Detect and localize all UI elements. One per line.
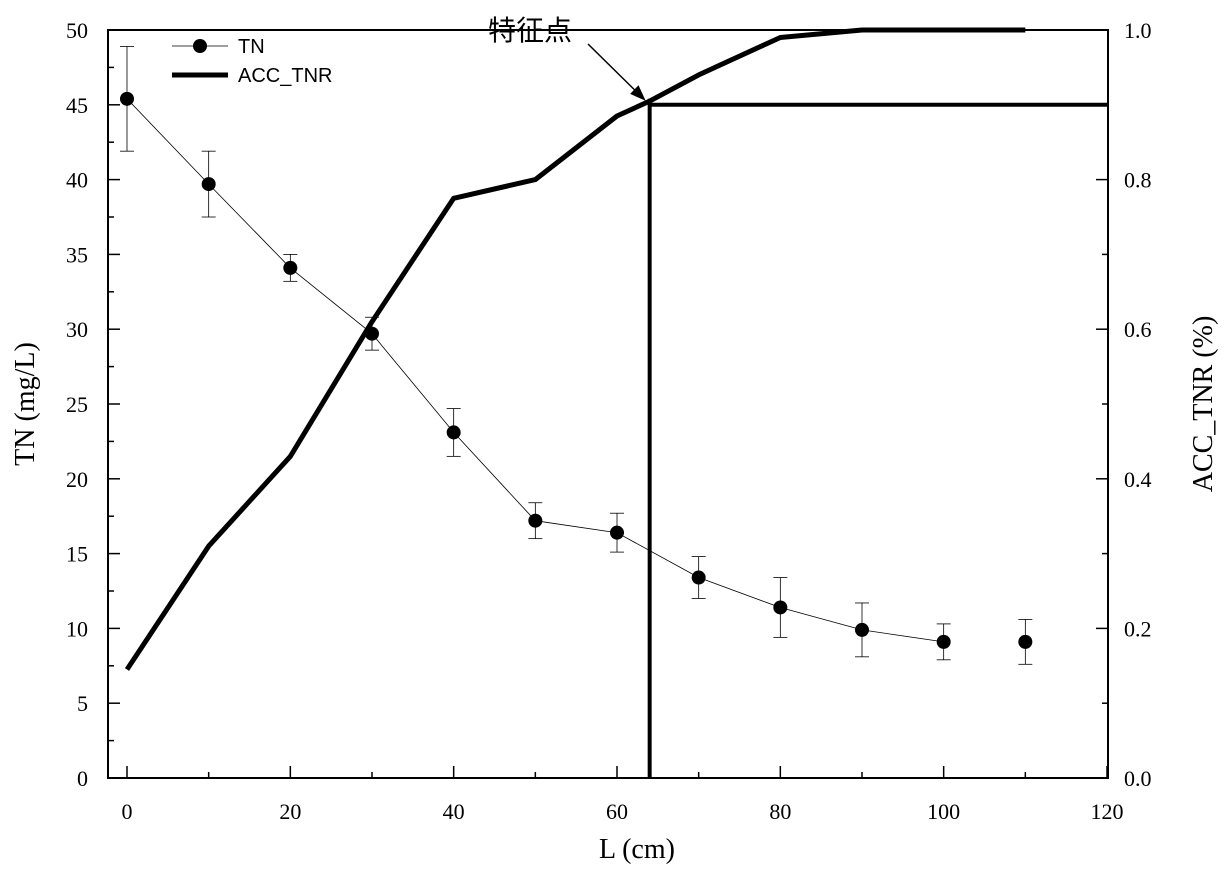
y-tick-label: 45 [66, 93, 88, 118]
x-tick-label: 40 [443, 799, 465, 824]
tn-point [610, 525, 624, 540]
tn-point [283, 260, 298, 275]
y2-tick-label: 0.8 [1124, 168, 1152, 193]
x-tick-label: 0 [122, 799, 133, 824]
annotation-layer: 特征点 [488, 14, 1108, 778]
y2-tick-label: 1.0 [1124, 18, 1152, 43]
acc-tnr-line [124, 27, 1026, 671]
tn-point [201, 177, 216, 192]
ticks-layer: 0 20 40 60 80 100 120 0 5 10 15 20 25 30 35 40 45 50 0.0 0.… [66, 18, 1152, 824]
y-tick-label: 35 [66, 242, 88, 267]
y-tick-label: 25 [66, 392, 88, 417]
tn-point [773, 600, 788, 615]
y-tick-label: 0 [77, 766, 88, 791]
x-axis-title: L (cm) [599, 834, 675, 865]
tn-point [528, 513, 543, 528]
x-tick-label: 60 [606, 799, 628, 824]
tn-point [936, 634, 951, 649]
y-tick-label: 50 [66, 18, 88, 43]
tn-point [855, 622, 869, 637]
y-tick-label: 5 [77, 691, 88, 716]
y2-tick-label: 0.0 [1124, 766, 1152, 791]
x-tick-label: 20 [279, 799, 301, 824]
y-tick-label: 30 [66, 317, 88, 342]
y-tick-label: 20 [66, 467, 88, 492]
y2-tick-label: 0.2 [1124, 616, 1152, 641]
legend-tn-label: TN [238, 36, 265, 58]
tn-point [446, 425, 461, 440]
y-axis-title: TN (mg/L) [10, 342, 41, 466]
y2-axis-title: ACC_TNR (%) [1188, 316, 1219, 493]
tn-point [120, 91, 134, 106]
y2-tick-label: 0.6 [1124, 317, 1152, 342]
frame-layer [107, 29, 1109, 779]
feature-point-label: 特征点 [488, 14, 572, 47]
x-tick-label: 80 [769, 799, 791, 824]
tn-point [1018, 634, 1033, 649]
legend: TN ACC_TNR [172, 36, 332, 87]
x-tick-label: 100 [927, 799, 960, 824]
legend-tn-marker [193, 39, 207, 53]
y2-tick-label: 0.4 [1124, 467, 1152, 492]
tn-point [365, 326, 379, 341]
plot-frame [107, 29, 1109, 779]
tn-point [691, 570, 706, 585]
series-layer [120, 27, 1033, 671]
legend-acc-label: ACC_TNR [238, 65, 332, 87]
y-tick-label: 10 [66, 616, 88, 641]
y-tick-label: 15 [66, 542, 88, 567]
y-tick-label: 40 [66, 168, 88, 193]
arrowhead-icon [630, 85, 646, 101]
x-tick-label: 120 [1091, 799, 1124, 824]
